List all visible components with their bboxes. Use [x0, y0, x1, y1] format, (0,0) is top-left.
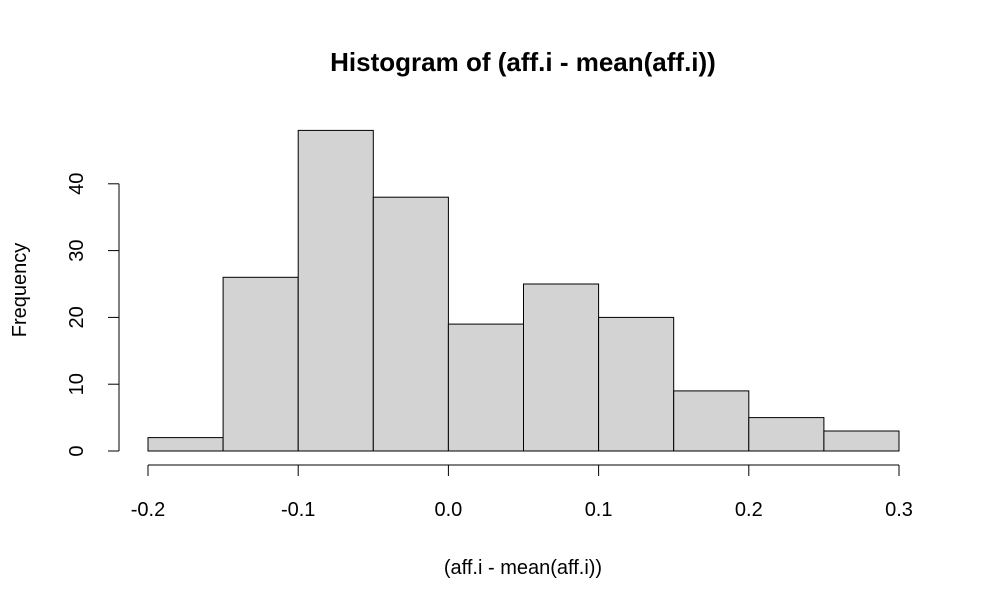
- histogram-bar-7: [673, 390, 750, 452]
- histogram-bar-8: [748, 417, 825, 452]
- y-tick-label-0: 0: [66, 445, 88, 456]
- histogram-bar-9: [823, 430, 900, 452]
- y-tick-label-1: 10: [66, 373, 88, 395]
- y-axis: 0 10 20 30 40: [66, 173, 120, 457]
- histogram-bar-1: [222, 276, 299, 452]
- histogram-bar-4: [447, 323, 524, 452]
- y-tick-label-4: 40: [66, 173, 88, 195]
- histogram-bar-6: [598, 316, 675, 452]
- histogram-bar-2: [297, 129, 374, 452]
- x-axis: -0.2 -0.1 0.0 0.1 0.2 0.3: [131, 464, 913, 521]
- x-tick-label-4: 0.2: [735, 499, 763, 521]
- chart-title: Histogram of (aff.i - mean(aff.i)): [330, 47, 716, 77]
- y-axis-label: Frequency: [9, 243, 31, 338]
- bars-group: [147, 129, 900, 452]
- x-tick-label-3: 0.1: [585, 499, 613, 521]
- histogram-bar-3: [372, 196, 449, 452]
- y-tick-label-2: 20: [66, 306, 88, 328]
- x-tick-label-1: -0.1: [281, 499, 315, 521]
- histogram-bar-0: [147, 437, 224, 452]
- y-tick-label-3: 30: [66, 239, 88, 261]
- x-tick-label-5: 0.3: [885, 499, 913, 521]
- x-axis-label: (aff.i - mean(aff.i)): [444, 557, 602, 579]
- x-tick-label-2: 0.0: [434, 499, 462, 521]
- x-tick-label-0: -0.2: [131, 499, 165, 521]
- histogram-bar-5: [523, 283, 600, 452]
